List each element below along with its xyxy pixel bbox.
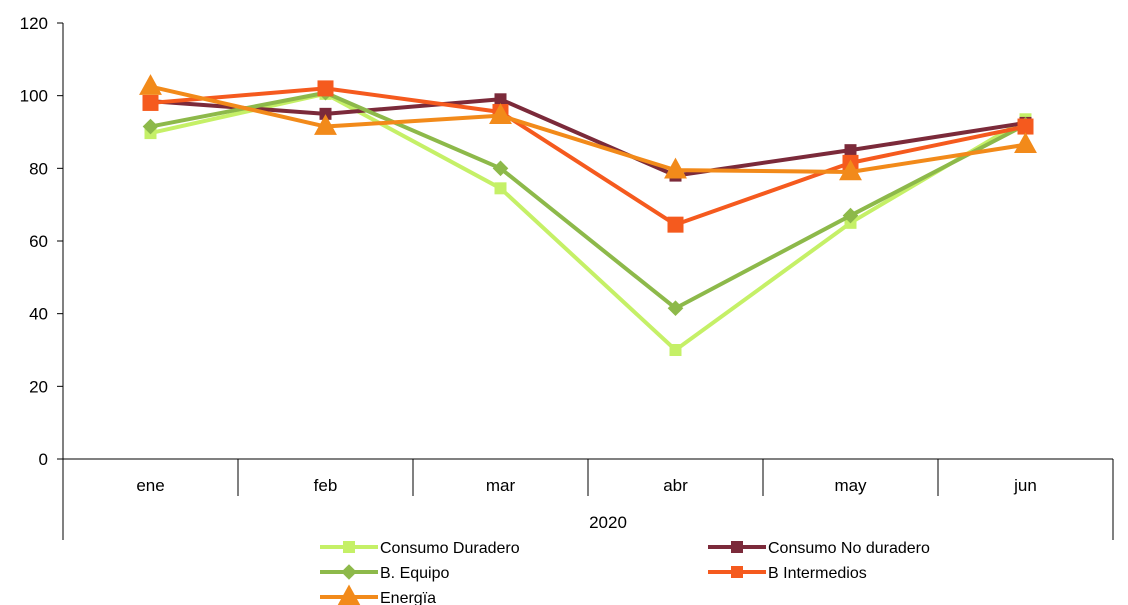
y-tick-label: 120 — [20, 14, 48, 33]
data-point — [314, 114, 337, 135]
data-point — [667, 216, 684, 233]
legend-item: Energïa — [320, 584, 436, 605]
x-tick-label: jun — [1013, 476, 1037, 495]
y-tick-label: 100 — [20, 87, 48, 106]
data-point — [839, 159, 862, 181]
data-point — [319, 107, 332, 120]
data-point — [492, 160, 509, 177]
x-tick-label: feb — [314, 476, 338, 495]
legend-label: B Intermedios — [768, 565, 867, 582]
data-point — [667, 300, 684, 317]
legend-label: Consumo Duradero — [380, 540, 520, 557]
data-point — [494, 182, 507, 195]
legend-label: B. Equipo — [380, 565, 449, 582]
series-layer — [139, 74, 1037, 356]
data-point — [317, 80, 334, 97]
axes: 0 20 40 60 80 100 120 ene feb mar abr may jun 2020 — [20, 14, 1114, 540]
legend-marker — [343, 541, 355, 553]
legend-item: Consumo No duradero — [708, 540, 930, 557]
legend-item: Consumo Duradero — [320, 540, 520, 557]
x-tick-label: ene — [136, 476, 164, 495]
x-tick-label: may — [834, 476, 867, 495]
legend-marker — [731, 566, 743, 578]
data-point — [1014, 132, 1037, 154]
data-point — [489, 103, 512, 124]
data-point — [844, 144, 857, 157]
legend-marker — [731, 541, 743, 553]
data-point — [1017, 118, 1034, 135]
legend-label: Energïa — [380, 590, 436, 605]
x-tick-label: mar — [486, 476, 516, 495]
data-point — [669, 344, 682, 356]
series-line — [150, 84, 1026, 174]
legend-marker — [337, 584, 361, 605]
series-line — [150, 90, 1027, 311]
series-0 — [144, 87, 1032, 356]
series-line — [150, 97, 1026, 178]
legend-label: Consumo No duradero — [768, 540, 930, 557]
series-line — [150, 86, 1026, 227]
y-tick-label: 40 — [29, 305, 48, 324]
data-point — [139, 74, 162, 95]
data-point — [142, 118, 159, 135]
x-tick-label: abr — [663, 476, 688, 495]
series-4 — [139, 74, 1037, 181]
y-tick-label: 0 — [39, 450, 48, 469]
data-point — [494, 93, 507, 106]
y-tick-label: 20 — [29, 377, 48, 396]
data-point — [664, 157, 687, 179]
legend-item: B Intermedios — [708, 565, 867, 582]
data-point — [142, 94, 159, 111]
legend-marker — [341, 564, 357, 580]
series-line — [150, 91, 1027, 352]
series-2 — [142, 84, 1034, 317]
data-point — [842, 207, 859, 224]
x-group-label: 2020 — [589, 513, 627, 532]
y-tick-label: 60 — [29, 232, 48, 251]
legend: Consumo Duradero Consumo No duradero B. Eq… — [320, 540, 930, 605]
y-tick-label: 80 — [29, 159, 48, 178]
legend-item: B. Equipo — [320, 564, 449, 582]
